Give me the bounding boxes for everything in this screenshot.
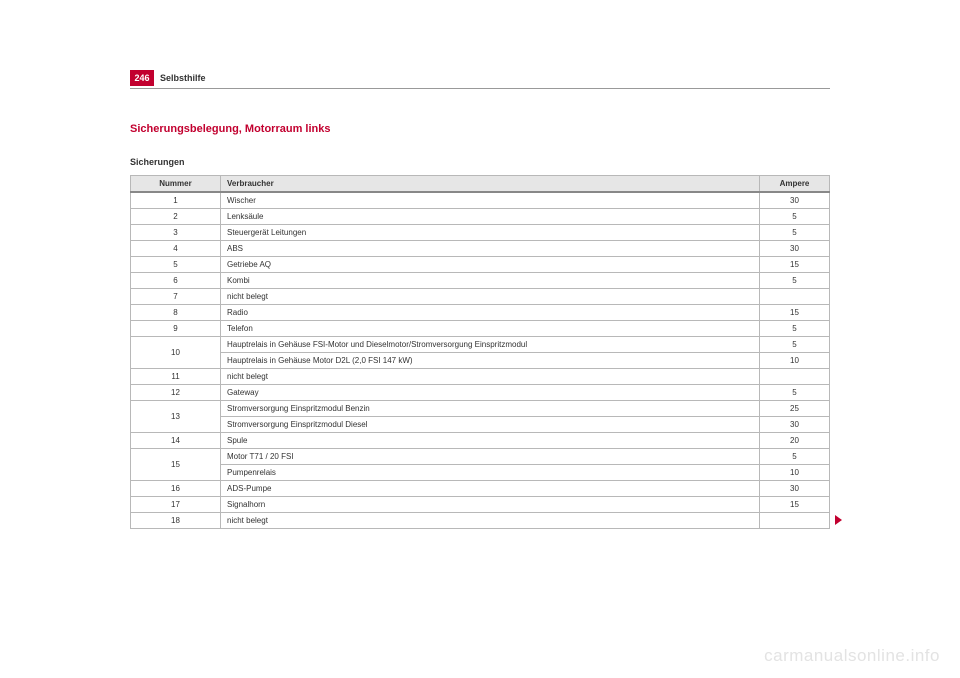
cell-nummer: 13 xyxy=(131,401,221,433)
cell-nummer: 10 xyxy=(131,337,221,369)
table-row: 9Telefon5 xyxy=(131,321,830,337)
document-page: 246 Selbsthilfe Sicherungsbelegung, Moto… xyxy=(130,70,830,529)
watermark: carmanualsonline.info xyxy=(764,646,940,666)
table-row: 16ADS-Pumpe30 xyxy=(131,481,830,497)
cell-ampere: 30 xyxy=(760,417,830,433)
table-row: 18nicht belegt xyxy=(131,513,830,529)
cell-nummer: 15 xyxy=(131,449,221,481)
table-row: 4ABS30 xyxy=(131,241,830,257)
cell-ampere: 5 xyxy=(760,321,830,337)
table-row: 5Getriebe AQ15 xyxy=(131,257,830,273)
table-row: 8Radio15 xyxy=(131,305,830,321)
cell-nummer: 14 xyxy=(131,433,221,449)
cell-ampere: 30 xyxy=(760,241,830,257)
cell-verbraucher: Radio xyxy=(221,305,760,321)
cell-verbraucher: Getriebe AQ xyxy=(221,257,760,273)
cell-ampere: 20 xyxy=(760,433,830,449)
table-row: Stromversorgung Einspritzmodul Diesel30 xyxy=(131,417,830,433)
cell-ampere: 15 xyxy=(760,305,830,321)
cell-ampere: 5 xyxy=(760,385,830,401)
cell-nummer: 3 xyxy=(131,225,221,241)
cell-nummer: 1 xyxy=(131,192,221,209)
table-row: 2Lenksäule5 xyxy=(131,209,830,225)
page-header: 246 Selbsthilfe xyxy=(130,70,830,86)
cell-verbraucher: Steuergerät Leitungen xyxy=(221,225,760,241)
cell-nummer: 18 xyxy=(131,513,221,529)
table-row: 14Spule20 xyxy=(131,433,830,449)
cell-ampere: 5 xyxy=(760,273,830,289)
header-ampere: Ampere xyxy=(760,176,830,193)
page-number: 246 xyxy=(130,70,154,86)
table-body: 1Wischer302Lenksäule53Steuergerät Leitun… xyxy=(131,192,830,529)
cell-ampere: 5 xyxy=(760,225,830,241)
cell-nummer: 6 xyxy=(131,273,221,289)
continue-arrow-icon xyxy=(835,515,842,525)
cell-verbraucher: Gateway xyxy=(221,385,760,401)
table-row: Pumpenrelais10 xyxy=(131,465,830,481)
chapter-title: Selbsthilfe xyxy=(154,70,206,86)
cell-verbraucher: Pumpenrelais xyxy=(221,465,760,481)
cell-ampere: 5 xyxy=(760,449,830,465)
cell-verbraucher: Spule xyxy=(221,433,760,449)
cell-verbraucher: Signalhorn xyxy=(221,497,760,513)
cell-ampere: 15 xyxy=(760,257,830,273)
table-row: 6Kombi5 xyxy=(131,273,830,289)
cell-ampere: 5 xyxy=(760,337,830,353)
cell-nummer: 12 xyxy=(131,385,221,401)
cell-ampere: 10 xyxy=(760,353,830,369)
cell-nummer: 9 xyxy=(131,321,221,337)
table-header-row: Nummer Verbraucher Ampere xyxy=(131,176,830,193)
cell-ampere xyxy=(760,513,830,529)
table-row: Hauptrelais in Gehäuse Motor D2L (2,0 FS… xyxy=(131,353,830,369)
cell-nummer: 11 xyxy=(131,369,221,385)
cell-ampere: 10 xyxy=(760,465,830,481)
header-underline xyxy=(130,88,830,89)
cell-verbraucher: Motor T71 / 20 FSI xyxy=(221,449,760,465)
table-container: Nummer Verbraucher Ampere 1Wischer302Len… xyxy=(130,175,830,529)
sub-title: Sicherungen xyxy=(130,157,830,167)
cell-verbraucher: Stromversorgung Einspritzmodul Diesel xyxy=(221,417,760,433)
cell-verbraucher: nicht belegt xyxy=(221,369,760,385)
cell-nummer: 8 xyxy=(131,305,221,321)
table-row: 17Signalhorn15 xyxy=(131,497,830,513)
cell-ampere: 15 xyxy=(760,497,830,513)
cell-verbraucher: Telefon xyxy=(221,321,760,337)
cell-nummer: 16 xyxy=(131,481,221,497)
header-nummer: Nummer xyxy=(131,176,221,193)
cell-ampere: 5 xyxy=(760,209,830,225)
table-row: 7nicht belegt xyxy=(131,289,830,305)
cell-verbraucher: Stromversorgung Einspritzmodul Benzin xyxy=(221,401,760,417)
table-row: 13Stromversorgung Einspritzmodul Benzin2… xyxy=(131,401,830,417)
cell-nummer: 17 xyxy=(131,497,221,513)
cell-nummer: 7 xyxy=(131,289,221,305)
table-row: 1Wischer30 xyxy=(131,192,830,209)
cell-verbraucher: ABS xyxy=(221,241,760,257)
cell-verbraucher: Kombi xyxy=(221,273,760,289)
section-title: Sicherungsbelegung, Motorraum links xyxy=(130,123,830,135)
cell-nummer: 2 xyxy=(131,209,221,225)
table-row: 15Motor T71 / 20 FSI5 xyxy=(131,449,830,465)
cell-verbraucher: Hauptrelais in Gehäuse Motor D2L (2,0 FS… xyxy=(221,353,760,369)
cell-ampere: 30 xyxy=(760,192,830,209)
cell-ampere: 25 xyxy=(760,401,830,417)
cell-ampere xyxy=(760,289,830,305)
fuse-table: Nummer Verbraucher Ampere 1Wischer302Len… xyxy=(130,175,830,529)
cell-nummer: 5 xyxy=(131,257,221,273)
table-row: 11nicht belegt xyxy=(131,369,830,385)
cell-verbraucher: nicht belegt xyxy=(221,513,760,529)
cell-verbraucher: Wischer xyxy=(221,192,760,209)
cell-ampere xyxy=(760,369,830,385)
table-row: 12Gateway5 xyxy=(131,385,830,401)
cell-verbraucher: nicht belegt xyxy=(221,289,760,305)
cell-ampere: 30 xyxy=(760,481,830,497)
cell-verbraucher: ADS-Pumpe xyxy=(221,481,760,497)
cell-nummer: 4 xyxy=(131,241,221,257)
table-row: 10Hauptrelais in Gehäuse FSI-Motor und D… xyxy=(131,337,830,353)
cell-verbraucher: Hauptrelais in Gehäuse FSI-Motor und Die… xyxy=(221,337,760,353)
cell-verbraucher: Lenksäule xyxy=(221,209,760,225)
table-row: 3Steuergerät Leitungen5 xyxy=(131,225,830,241)
header-verbraucher: Verbraucher xyxy=(221,176,760,193)
